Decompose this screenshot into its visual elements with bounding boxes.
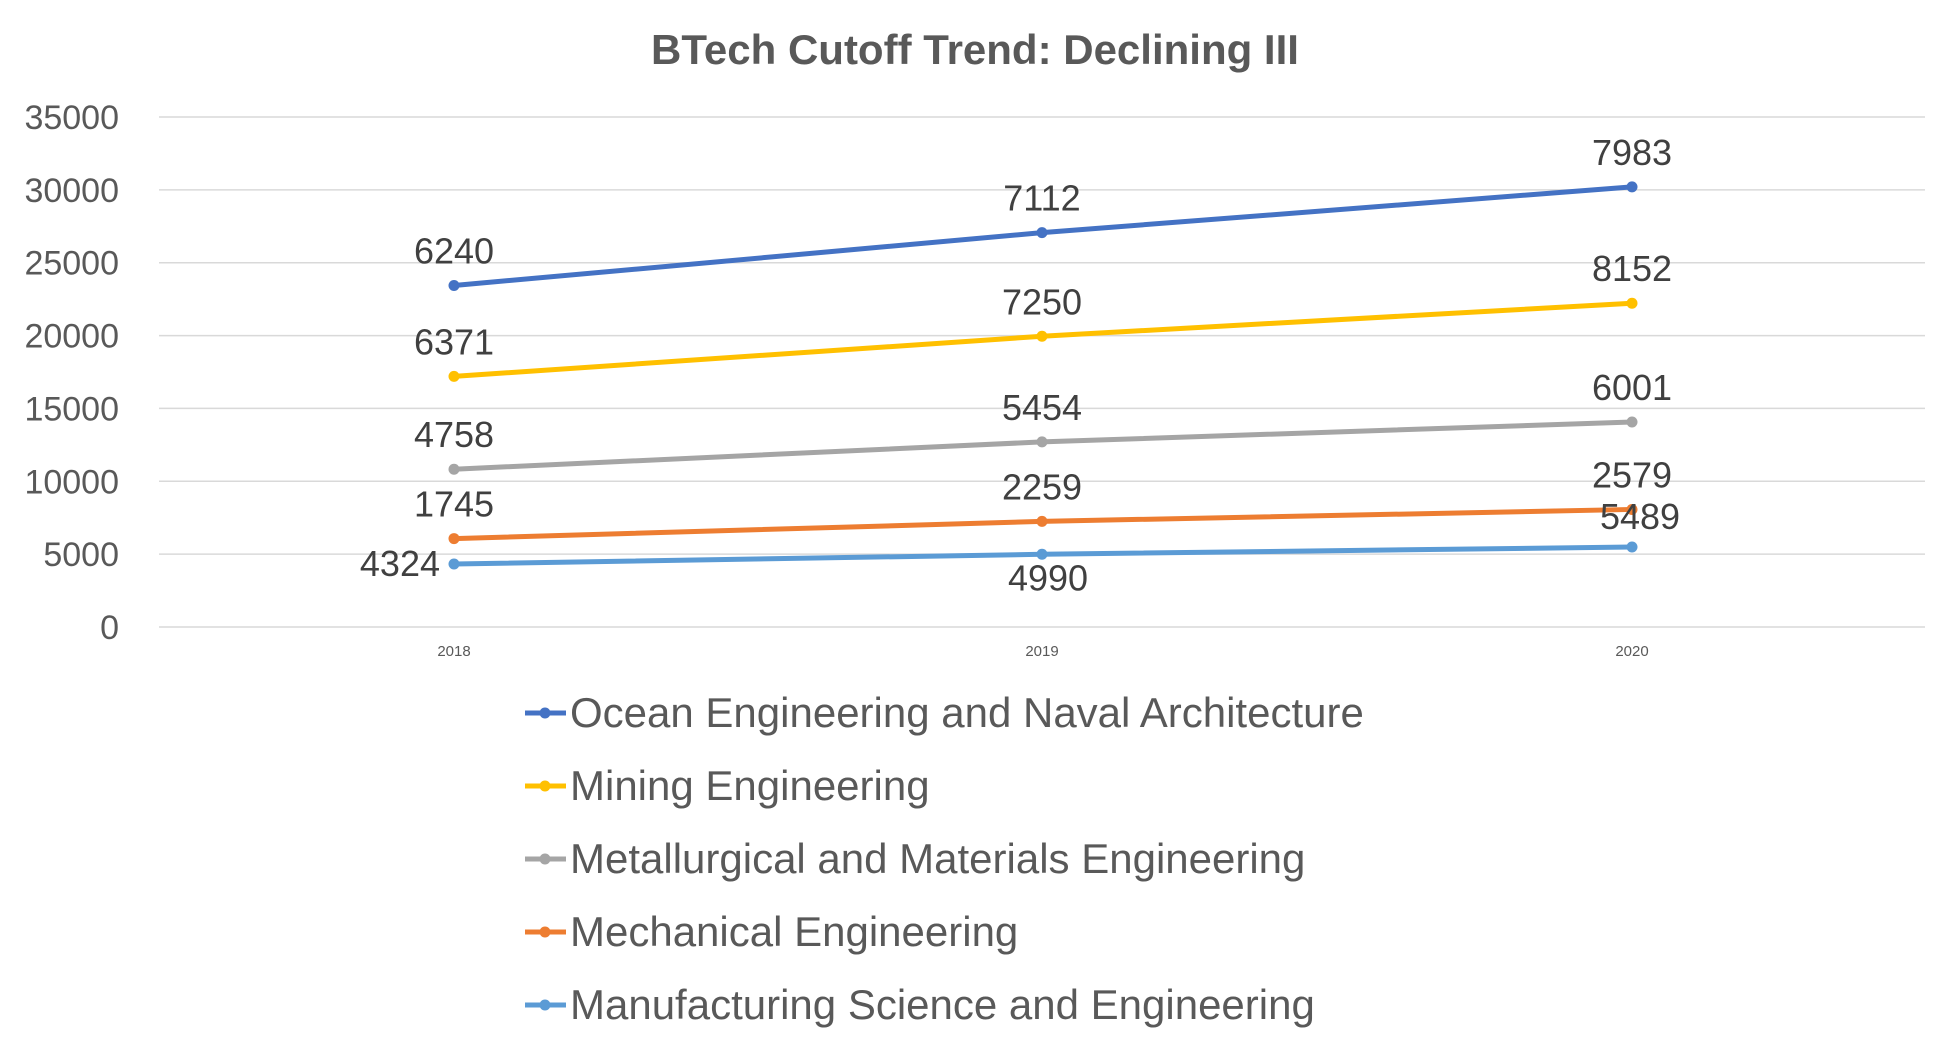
x-tick-label: 2020 — [1615, 643, 1648, 660]
data-label: 7112 — [1003, 178, 1080, 219]
data-point — [448, 279, 460, 291]
y-tick-label: 0 — [100, 609, 119, 647]
legend-item: Metallurgical and Materials Engineering — [525, 835, 1305, 882]
legend-label: Mechanical Engineering — [570, 908, 1018, 955]
legend-marker-point — [539, 780, 551, 792]
data-point — [1626, 416, 1638, 428]
data-label: 8152 — [1592, 248, 1672, 289]
legend-marker-point — [539, 999, 551, 1011]
data-point — [1626, 181, 1638, 193]
data-point — [1036, 227, 1048, 239]
data-label: 5489 — [1600, 496, 1680, 537]
y-tick-label: 5000 — [43, 536, 119, 574]
legend-label: Mining Engineering — [570, 762, 930, 809]
data-point — [1036, 548, 1048, 560]
data-point — [448, 370, 460, 382]
legend-marker-point — [539, 707, 551, 719]
legend-item: Manufacturing Science and Engineering — [525, 981, 1315, 1028]
data-label: 5454 — [1002, 387, 1082, 428]
data-labels: 4324 4990 5489 1745 2259 2579 4758 5454 6001 6371… — [360, 132, 1680, 598]
x-axis-ticks: 2018 2019 2020 — [437, 643, 1648, 660]
data-point — [448, 463, 460, 475]
data-point — [1036, 436, 1048, 448]
legend-marker-point — [539, 853, 551, 865]
chart-title: BTech Cutoff Trend: Declining III — [651, 26, 1299, 73]
data-label: 4758 — [414, 414, 494, 455]
data-label: 7250 — [1002, 281, 1082, 322]
legend-label: Metallurgical and Materials Engineering — [570, 835, 1305, 882]
data-label: 7983 — [1592, 132, 1672, 173]
data-label: 6371 — [414, 321, 494, 362]
data-point — [1036, 330, 1048, 342]
data-point — [448, 558, 460, 570]
data-point — [1036, 515, 1048, 527]
data-label: 1745 — [414, 484, 494, 525]
data-point — [1626, 503, 1638, 515]
data-point — [1626, 297, 1638, 309]
data-point — [1626, 541, 1638, 553]
series-group — [448, 181, 1638, 570]
x-tick-label: 2018 — [437, 643, 470, 660]
data-label: 4990 — [1008, 557, 1088, 598]
data-label: 4324 — [360, 543, 440, 584]
data-label: 2579 — [1592, 454, 1672, 495]
data-label: 6001 — [1592, 367, 1672, 408]
legend-item: Ocean Engineering and Naval Architecture — [525, 689, 1364, 736]
data-label: 6240 — [414, 230, 494, 271]
y-tick-label: 10000 — [24, 463, 119, 501]
legend: Ocean Engineering and Naval Architecture… — [525, 689, 1364, 1028]
y-tick-label: 20000 — [24, 318, 119, 356]
legend-label: Ocean Engineering and Naval Architecture — [570, 689, 1364, 736]
y-tick-label: 30000 — [24, 172, 119, 210]
legend-marker-point — [539, 926, 551, 938]
y-tick-label: 25000 — [24, 245, 119, 283]
legend-label: Manufacturing Science and Engineering — [570, 981, 1315, 1028]
y-tick-label: 15000 — [24, 390, 119, 428]
y-axis-ticks: 0 5000 10000 15000 20000 25000 30000 35000 — [24, 99, 119, 647]
x-tick-label: 2019 — [1025, 643, 1058, 660]
y-tick-label: 35000 — [24, 99, 119, 137]
data-point — [448, 533, 460, 545]
legend-item: Mining Engineering — [525, 762, 930, 809]
legend-item: Mechanical Engineering — [525, 908, 1018, 955]
data-label: 2259 — [1002, 466, 1082, 507]
